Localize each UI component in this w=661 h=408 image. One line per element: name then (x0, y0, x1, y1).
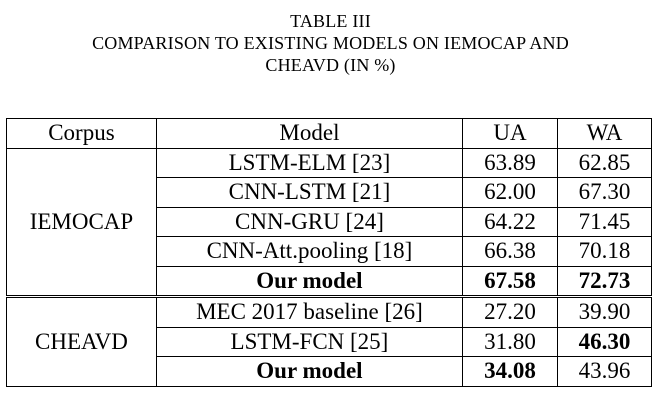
model-cell: MEC 2017 baseline [26] (156, 295, 464, 328)
ua-cell-best: 67.58 (462, 266, 558, 297)
table-row: CNN-LSTM [21] 62.00 67.30 (7, 177, 653, 208)
header-row: Corpus Model UA WA (6, 118, 653, 149)
ua-cell: 62.00 (462, 177, 558, 208)
table-number: TABLE III (290, 11, 371, 31)
ua-best-value: 34.08 (484, 358, 536, 384)
table-row: IEMOCAP LSTM-ELM [23] 63.89 62.85 (6, 148, 653, 297)
table-title-line-2: CHEAVD (IN %) (265, 55, 396, 75)
table-row: LSTM-FCN [25] 31.80 46.30 (7, 327, 653, 357)
table-row: CHEAVD MEC 2017 baseline [26] 27.20 39.9… (6, 295, 653, 387)
header-ua: UA (462, 118, 558, 149)
model-cell: CNN-LSTM [21] (156, 177, 464, 208)
comparison-table: Corpus Model UA WA IEMOCAP LSTM-ELM [23]… (6, 118, 653, 387)
table-row: Our model 34.08 43.96 (7, 356, 653, 387)
ua-cell: 31.80 (462, 327, 558, 357)
ua-cell: 27.20 (462, 295, 558, 328)
ua-cell: 64.22 (462, 207, 558, 237)
our-model-label: Our model (256, 267, 363, 293)
table-title-line-1: COMPARISON TO EXISTING MODELS ON IEMOCAP… (92, 33, 569, 53)
table-caption: TABLE III COMPARISON TO EXISTING MODELS … (0, 10, 661, 76)
wa-cell: 70.18 (557, 236, 653, 267)
model-cell: CNN-GRU [24] (156, 207, 464, 237)
table-row: CNN-Att.pooling [18] 66.38 70.18 (7, 236, 653, 267)
our-model-label: Our model (256, 358, 363, 384)
corpus-cell-cheavd: CHEAVD (6, 295, 157, 387)
model-cell-our-model: Our model (156, 266, 464, 297)
corpus-cell-iemocap: IEMOCAP (6, 148, 157, 297)
header-corpus: Corpus (6, 118, 157, 149)
wa-cell: 67.30 (557, 177, 653, 208)
table-row: Our model 67.58 72.73 (7, 266, 653, 297)
ua-cell: 63.89 (462, 148, 558, 178)
wa-cell-best: 72.73 (557, 266, 653, 297)
wa-cell: 43.96 (557, 356, 653, 387)
model-cell: LSTM-FCN [25] (156, 327, 464, 357)
wa-best-value: 72.73 (578, 267, 631, 293)
ua-cell-best: 34.08 (462, 356, 558, 387)
wa-cell: 62.85 (557, 148, 653, 178)
model-cell: LSTM-ELM [23] (156, 148, 464, 178)
table-row: CNN-GRU [24] 64.22 71.45 (7, 207, 653, 237)
model-cell-our-model: Our model (156, 356, 464, 387)
header-model: Model (156, 118, 464, 149)
wa-cell: 71.45 (557, 207, 653, 237)
model-cell: CNN-Att.pooling [18] (156, 236, 464, 267)
ua-best-value: 67.58 (484, 267, 536, 293)
ua-cell: 66.38 (462, 236, 558, 267)
wa-cell-best: 46.30 (557, 327, 653, 357)
wa-best-value: 46.30 (578, 328, 631, 354)
wa-cell: 39.90 (557, 295, 653, 328)
header-wa: WA (557, 118, 653, 149)
